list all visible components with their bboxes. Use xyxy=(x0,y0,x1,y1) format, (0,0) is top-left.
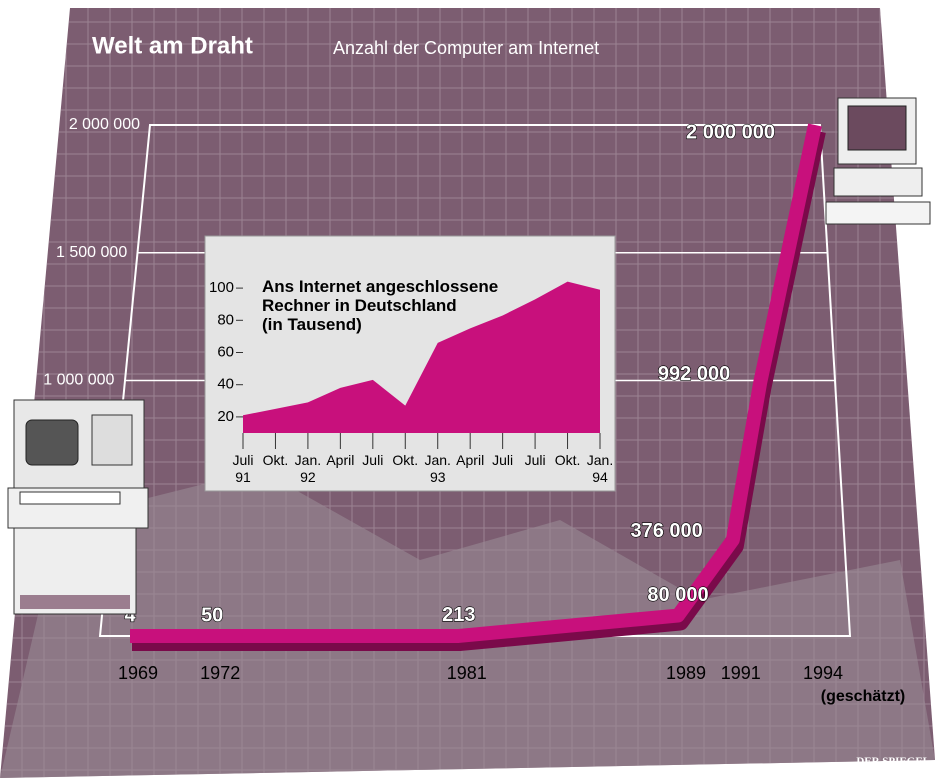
x-tick-label: Okt. xyxy=(555,452,581,468)
chart-subtitle: Anzahl der Computer am Internet xyxy=(333,38,599,58)
inset-plot: 20 40 60 80 100 Juli 91 Okt. Jan. 92 April Juli Okt.… xyxy=(209,277,613,484)
y-tick-label: 20 xyxy=(217,408,234,425)
x-tick-label: 1991 xyxy=(721,663,761,683)
x-tick-label: Juli xyxy=(525,452,546,468)
x-tick-label: Okt. xyxy=(392,452,418,468)
y-tick-label: 80 xyxy=(217,311,234,328)
value-label: 2 000 000 xyxy=(686,121,775,143)
y-tick-label: 1 500 000 xyxy=(56,244,127,261)
chart-title: Welt am Draht xyxy=(92,32,253,59)
data-line xyxy=(129,123,822,643)
x-note: (geschätzt) xyxy=(821,688,905,705)
x-tick-label: 1981 xyxy=(447,663,487,683)
x-tick-label: Jan. 93 xyxy=(424,452,450,485)
x-tick-label: 1994 xyxy=(803,663,843,683)
y-tick-label: 40 xyxy=(217,376,234,393)
x-tick-label: 1972 xyxy=(200,663,240,683)
computer-new xyxy=(825,97,931,225)
value-label: 992 000 xyxy=(658,363,730,385)
area xyxy=(243,281,600,433)
computer-old xyxy=(7,399,149,615)
x-tick-label: Jan. 94 xyxy=(587,452,613,485)
inset-title: Ans Internet angeschlossene Rechner in De… xyxy=(262,277,498,334)
x-tick-label: Jan. 92 xyxy=(295,452,321,485)
y-tick-label: 1 000 000 xyxy=(43,372,114,389)
x-tick-label: Juli xyxy=(362,452,383,468)
x-tick-label: April xyxy=(326,452,354,468)
map-land xyxy=(0,470,935,778)
y-tick-label: 100 xyxy=(209,279,234,296)
x-tick-label: Juli 91 xyxy=(232,452,253,485)
y-tick-label: 2 000 000 xyxy=(69,116,140,133)
value-label: 80 000 xyxy=(647,584,708,606)
x-tick-label: April xyxy=(456,452,484,468)
value-label: 376 000 xyxy=(631,520,703,542)
value-label: 213 xyxy=(442,604,475,626)
x-tick-label: 1989 xyxy=(666,663,706,683)
x-tick-label: Okt. xyxy=(263,452,289,468)
x-tick-label: Juli xyxy=(492,452,513,468)
y-tick-label: 60 xyxy=(217,343,234,360)
value-label: 50 xyxy=(201,604,223,626)
main-plot: 1 000 000 1 500 000 2 000 000 1969 1972 1981 1… xyxy=(43,116,905,705)
source: DER SPIEGEL xyxy=(856,756,930,768)
x-tick-label: 1969 xyxy=(118,663,158,683)
